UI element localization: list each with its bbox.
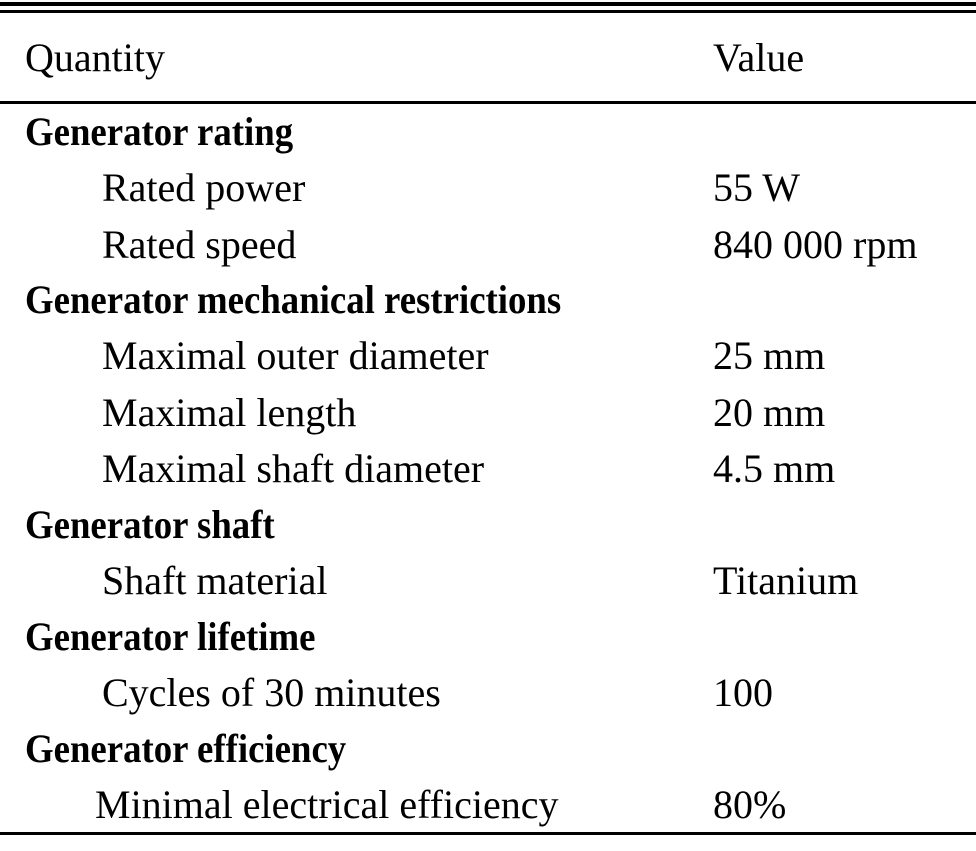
table-row: Minimal electrical efficiency 80% [0, 777, 976, 833]
section-title: Generator lifetime [25, 614, 316, 659]
quantity-cell: Shaft material [102, 558, 328, 603]
section-title: Generator efficiency [25, 726, 347, 771]
header-value: Value [713, 35, 805, 80]
table-row: Maximal shaft diameter 4.5 mm [0, 441, 976, 497]
quantity-cell: Rated speed [102, 222, 297, 267]
quantity-cell: Maximal shaft diameter [102, 446, 485, 491]
value-cell: 840 000 rpm [713, 222, 918, 267]
header-quantity: Quantity [25, 35, 165, 80]
top-rule-thick [0, 2, 976, 6]
section-row: Generator shaft [0, 497, 976, 553]
table-header-row: Quantity Value [0, 28, 976, 84]
section-row: Generator lifetime [0, 609, 976, 665]
quantity-cell: Cycles of 30 minutes [102, 670, 441, 715]
value-cell: 4.5 mm [713, 446, 836, 491]
value-cell: Titanium [713, 558, 859, 603]
header-rule [0, 101, 976, 104]
table-row: Rated speed 840 000 rpm [0, 217, 976, 273]
table-row: Maximal length 20 mm [0, 385, 976, 441]
quantity-cell: Rated power [102, 165, 306, 210]
section-title: Generator shaft [25, 502, 275, 547]
section-row: Generator rating [0, 104, 976, 160]
bottom-rule [0, 832, 976, 835]
value-cell: 55 W [713, 165, 801, 210]
value-cell: 80% [713, 782, 787, 827]
section-row: Generator mechanical restrictions [0, 272, 976, 328]
top-rule-thin [0, 10, 976, 13]
table-row: Cycles of 30 minutes 100 [0, 665, 976, 721]
quantity-cell: Minimal electrical efficiency [95, 782, 559, 827]
value-cell: 20 mm [713, 390, 826, 435]
section-title: Generator mechanical restrictions [25, 277, 562, 322]
quantity-cell: Maximal length [102, 390, 357, 435]
section-row: Generator efficiency [0, 721, 976, 777]
table-row: Shaft material Titanium [0, 553, 976, 609]
value-cell: 100 [713, 670, 773, 715]
table-row: Rated power 55 W [0, 160, 976, 216]
quantity-cell: Maximal outer diameter [102, 333, 489, 378]
value-cell: 25 mm [713, 333, 826, 378]
table-row: Maximal outer diameter 25 mm [0, 328, 976, 384]
section-title: Generator rating [25, 109, 294, 154]
